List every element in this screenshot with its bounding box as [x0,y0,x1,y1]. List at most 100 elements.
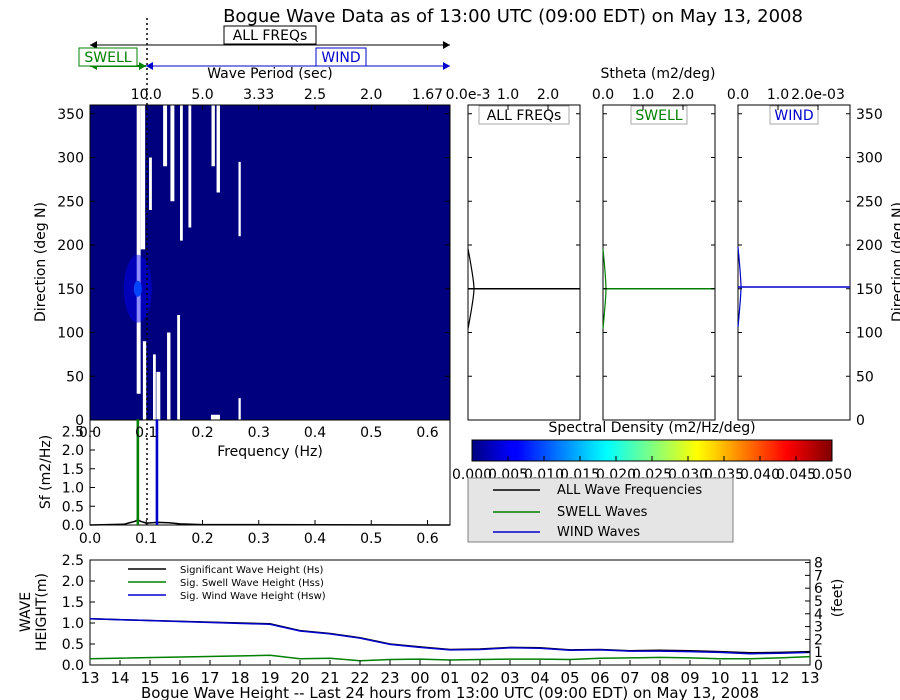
stheta-xtick-label: 1.0 [497,87,519,103]
wave-height-ytick-label: 2.5 [62,553,84,569]
hour-tick-label: 18 [230,669,249,687]
period-tick-label: 2.5 [304,87,326,103]
heat-xtick-label: 0.2 [191,425,213,441]
heatmap-cell [136,105,141,394]
feet-axis-label: (feet) [830,579,846,618]
wind-arrow-right-head [443,62,450,70]
heatmap-peak [133,280,142,297]
hour-tick-label: 19 [260,669,279,687]
heat-ytick-label: 300 [57,151,84,167]
feet-tick-label: 7 [814,568,823,584]
stheta-ytick-label: 0 [856,413,865,429]
colorbar-label: Spectral Density (m2/Hz/deg) [548,420,755,436]
sf-xtick-label: 0.3 [248,531,270,547]
wave-height-ytick-label: 2.0 [62,574,84,590]
wave-height-ytick-label: 0.0 [62,658,84,674]
heat-ytick-label: 100 [57,326,84,342]
sf-spectrum-chart: 0.00.51.01.52.02.50.00.00.10.10.20.20.30… [38,419,451,547]
heat-ytick-label: 0 [75,413,84,429]
heat-ytick-label: 150 [57,282,84,298]
hour-tick-label: 11 [740,669,759,687]
heat-ytick-label: 200 [57,238,84,254]
wave-height-series-line [89,618,811,655]
wind-label-box [315,47,367,67]
stheta-ytick-label: 200 [856,238,883,254]
stheta-xtick-label: 0.0 [592,87,614,103]
heat-ytick-label: 350 [57,107,84,123]
hour-tick-label: 00 [410,669,429,687]
hour-tick-label: 16 [170,669,189,687]
stheta-xtick-label: 0.0e-3 [446,87,491,103]
all-freqs-label-box [223,25,317,45]
wave-height-xlabel: Bogue Wave Height -- Last 24 hours from … [141,684,759,700]
all-freqs-arrow-right-head [443,41,450,49]
heatmap-cell [149,157,152,210]
hour-tick-label: 04 [530,669,549,687]
heatmap-cell [180,105,183,241]
swell-label-box [78,47,138,67]
heatmap-cell [177,315,180,420]
period-tick-label: 1.67 [412,87,443,103]
all-freqs-arrow-left-head [90,41,97,49]
hour-tick-label: 02 [470,669,489,687]
period-tick-label: 5.0 [191,87,213,103]
sf-ytick-label: 1.5 [62,462,84,478]
frequency-axis-label: Frequency (Hz) [217,444,323,460]
feet-tick-label: 4 [814,607,823,623]
stheta-xtick-label: 1.0 [767,87,789,103]
hour-tick-label: 13 [800,669,819,687]
heat-xtick-label: 0.4 [304,425,326,441]
swell-label: SWELL [84,50,131,66]
stheta-panel: SWELL 0.0 1.0 2.0 [592,87,716,421]
wave-height-frame [89,559,811,666]
stheta-ytick-label: 300 [856,151,883,167]
heatmap-y-axis: 0 50 100 150 200 250 300 350 [57,107,450,429]
stheta-panel: WIND 0.0 1.0 2.0e-03 0 50 100 150 200 250 300 350 [727,87,883,429]
sf-xtick-label: 0.0 [79,531,101,547]
all-freqs-label: ALL FREQs [233,28,308,44]
wave-height-ytick-label: 1.0 [62,616,84,632]
sf-xtick-label: 0.2 [191,531,213,547]
sf-ytick-label: 2.0 [62,443,84,459]
hsw-legend-label: Sig. Wind Wave Height (Hsw) [180,591,326,602]
hour-tick-label: 21 [320,669,339,687]
wave-height-ytick-label: 1.5 [62,595,84,611]
colorbar-tick-label: 0.045 [776,467,816,483]
feet-tick-label: 1 [814,645,823,661]
heatmap-cell [163,105,168,167]
hour-tick-label: 05 [560,669,579,687]
heat-xtick-label: 0.3 [248,425,270,441]
hour-tick-label: 22 [350,669,369,687]
stheta-panel: ALL FREQs 0.0e-3 1.0 2.0 [446,87,581,421]
heat-xtick-label: 0.0 [79,425,101,441]
wave-height-ytick-label: 0.5 [62,637,84,653]
stheta-frame [737,104,851,421]
heatmap-cell [188,105,192,228]
stheta-frame [602,104,716,421]
stheta-panel-label-box [478,105,570,125]
legend-all-label: ALL Wave Frequencies [557,483,702,498]
feet-tick-label: 5 [814,594,823,610]
stheta-xtick-label: 1.0 [632,87,654,103]
sf-xtick-label: 0.5 [360,531,382,547]
sf-ytick-label: 0.5 [62,499,84,515]
hour-tick-label: 06 [590,669,609,687]
sf-ytick-label: 2.5 [62,424,84,440]
stheta-xtick-label: 2.0 [672,87,694,103]
sf-ytick-label: 0.0 [62,518,84,534]
legend-swell-label: SWELL Waves [557,505,648,520]
hour-tick-label: 23 [380,669,399,687]
hour-tick-label: 10 [710,669,729,687]
sf-axis-label: Sf (m2/Hz) [38,435,54,509]
stheta-xtick-label: 2.0 [537,87,559,103]
hss-legend-label: Sig. Swell Wave Height (Hss) [180,578,324,589]
sf-series-line [155,419,159,525]
feet-tick-label: 6 [814,581,823,597]
stheta-panels: ALL FREQs 0.0e-3 1.0 2.0 SWELL 0.0 1.0 2.0 WIND 0… [446,87,883,429]
heatmap-cell [167,332,171,420]
heatmap-cells [123,105,241,420]
heat-ytick-label: 50 [66,369,84,385]
hour-tick-label: 07 [620,669,639,687]
